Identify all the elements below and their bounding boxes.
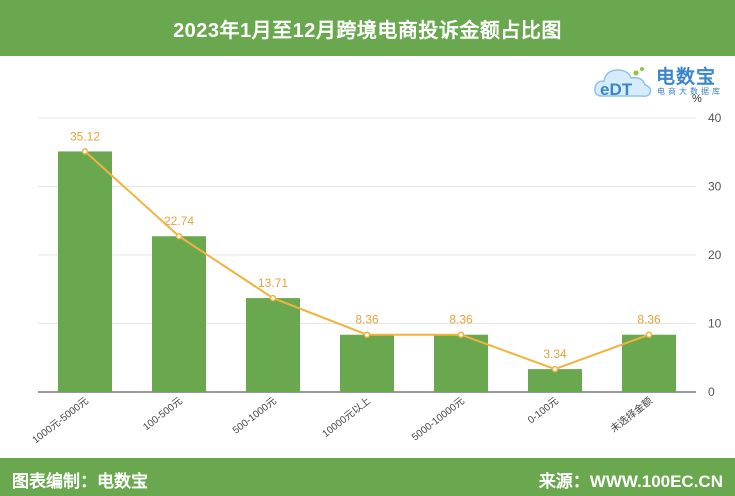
bars	[58, 151, 676, 392]
data-label: 8.36	[355, 313, 379, 327]
x-tick-label: 100-500元	[141, 396, 185, 433]
line-point	[363, 331, 371, 338]
line-point	[551, 365, 559, 373]
line-points	[81, 148, 653, 373]
logo-text: 电数宝	[656, 67, 717, 88]
data-label: 3.34	[543, 347, 567, 361]
chart-area: 0 10 20 30 40 % 35.12 22.74 13.71 8.36 8.36 3.34 8…	[31, 93, 722, 446]
line-point	[81, 148, 89, 155]
bar	[622, 334, 676, 392]
header-bar: 2023年1月至12月跨境电商投诉金额占比图	[0, 0, 735, 56]
x-tick-label: 500-1000元	[231, 396, 279, 437]
x-tick-label: 1000元-5000元	[31, 396, 91, 446]
logo-tagline: 电商大数据库	[657, 87, 723, 96]
bar	[434, 334, 488, 392]
bar	[340, 334, 394, 392]
bar	[528, 369, 582, 392]
edt-cloud-logo-icon: eDT	[594, 67, 652, 99]
y-axis-unit: %	[692, 93, 702, 105]
line-point	[269, 294, 277, 302]
chart-title: 2023年1月至12月跨境电商投诉金额占比图	[173, 19, 562, 42]
x-tick-label: 5000-10000元	[410, 396, 467, 444]
data-label: 8.36	[449, 313, 473, 327]
x-tick-label: 10000元以上	[320, 395, 373, 440]
y-axis: 0 10 20 30 40	[708, 111, 722, 399]
logo: eDT 电数宝 电商大数据库	[592, 58, 732, 104]
svg-text:eDT: eDT	[600, 80, 633, 99]
grid-layer	[38, 117, 696, 324]
data-label: 13.71	[258, 276, 288, 290]
bar	[152, 236, 206, 392]
line-point	[645, 331, 653, 338]
footer-credit: 图表编制：电数宝	[12, 472, 148, 491]
y-tick-label: 0	[708, 385, 715, 399]
data-label: 22.74	[164, 214, 194, 228]
data-labels: 35.12 22.74 13.71 8.36 8.36 3.34 8.36	[70, 129, 661, 361]
bar	[58, 151, 112, 392]
x-tick-label: 未选择金额	[607, 394, 654, 435]
x-tick-label: 0-100元	[526, 396, 561, 427]
footer-bar: 图表编制：电数宝 来源：WWW.100EC.CN	[0, 458, 735, 496]
line-point	[175, 232, 183, 240]
y-tick-label: 30	[708, 180, 722, 194]
data-label: 8.36	[637, 313, 661, 327]
line-point	[457, 331, 465, 338]
footer-source: 来源：WWW.100EC.CN	[538, 472, 723, 491]
y-tick-label: 20	[708, 248, 722, 262]
data-label: 35.12	[70, 129, 100, 143]
x-axis-labels: 1000元-5000元 100-500元 500-1000元 10000元以上 5000…	[31, 394, 655, 446]
y-tick-label: 10	[708, 317, 722, 331]
bar	[246, 298, 300, 392]
y-tick-label: 40	[708, 111, 722, 125]
